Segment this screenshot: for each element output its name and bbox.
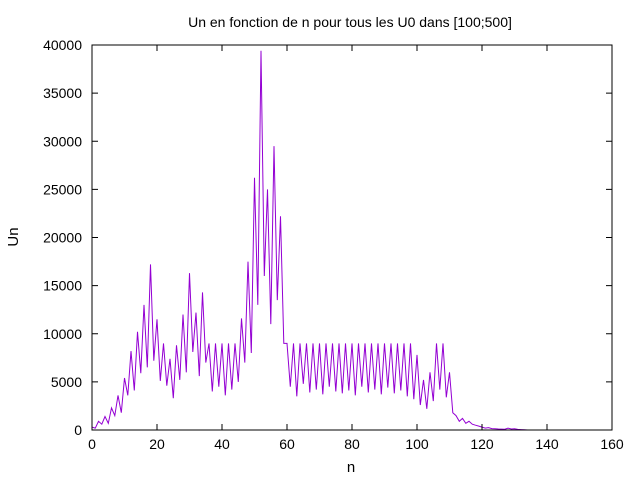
series-lines — [91, 50, 528, 431]
x-tick-label: 60 — [279, 436, 295, 452]
x-tick-label: 40 — [214, 436, 230, 452]
chart-title: Un en fonction de n pour tous les U0 dan… — [188, 14, 512, 30]
plot-frame — [91, 44, 613, 431]
x-tick-label: 0 — [88, 436, 96, 452]
x-tick-label: 120 — [470, 436, 494, 452]
x-tick-label: 160 — [600, 436, 624, 452]
x-tick-label: 140 — [535, 436, 559, 452]
y-tick-label: 0 — [74, 422, 82, 438]
y-tick-label: 20000 — [43, 230, 82, 246]
y-tick-label: 5000 — [51, 374, 82, 390]
x-tick-label: 100 — [405, 436, 429, 452]
y-tick-label: 25000 — [43, 181, 82, 197]
y-tick-label: 10000 — [43, 326, 82, 342]
x-tick-label: 20 — [149, 436, 165, 452]
y-tick-label: 40000 — [43, 37, 82, 53]
x-axis-label: n — [347, 459, 355, 476]
x-tick-label: 80 — [344, 436, 360, 452]
series-line — [91, 50, 528, 431]
y-tick-label: 15000 — [43, 278, 82, 294]
y-tick-label: 30000 — [43, 133, 82, 149]
y-tick-label: 35000 — [43, 85, 82, 101]
y-axis: 0 5000 10000 15000 20000 25000 30000 35000 40000 — [43, 37, 612, 438]
x-axis: 0 20 40 60 80 100 120 140 160 — [88, 45, 624, 452]
y-axis-label: Un — [5, 227, 22, 246]
